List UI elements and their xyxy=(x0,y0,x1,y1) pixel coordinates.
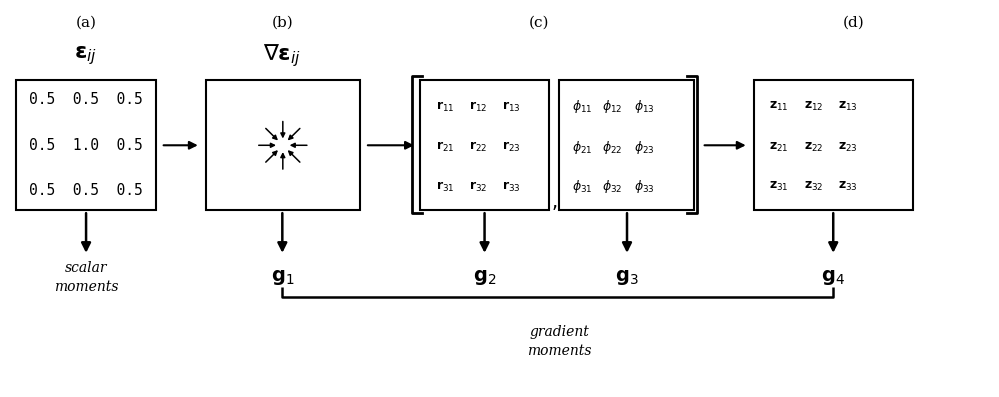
Text: $\mathbf{z}_{23}$: $\mathbf{z}_{23}$ xyxy=(838,141,858,154)
Text: (d): (d) xyxy=(842,16,864,30)
Text: $\mathbf{z}_{31}$: $\mathbf{z}_{31}$ xyxy=(768,180,788,193)
Text: $\mathbf{z}_{21}$: $\mathbf{z}_{21}$ xyxy=(768,141,788,154)
Text: $\mathbf{r}_{32}$: $\mathbf{r}_{32}$ xyxy=(470,179,488,194)
Text: $\phi_{12}$: $\phi_{12}$ xyxy=(601,98,622,116)
Text: $\mathbf{g}_1$: $\mathbf{g}_1$ xyxy=(271,268,294,287)
Text: scalar
moments: scalar moments xyxy=(54,261,118,293)
Text: $\mathbf{r}_{31}$: $\mathbf{r}_{31}$ xyxy=(437,179,455,194)
Text: (c): (c) xyxy=(529,16,549,30)
Text: $\mathbf{z}_{11}$: $\mathbf{z}_{11}$ xyxy=(768,100,788,114)
Bar xyxy=(16,80,156,210)
Text: $\nabla\boldsymbol{\varepsilon}_{ij}$: $\nabla\boldsymbol{\varepsilon}_{ij}$ xyxy=(264,42,302,69)
Text: $\phi_{13}$: $\phi_{13}$ xyxy=(633,98,654,116)
Text: 0.5  0.5  0.5: 0.5 0.5 0.5 xyxy=(29,93,143,108)
Text: $\mathbf{g}_3$: $\mathbf{g}_3$ xyxy=(615,268,639,287)
Text: $\mathbf{r}_{21}$: $\mathbf{r}_{21}$ xyxy=(437,140,455,154)
Text: (b): (b) xyxy=(272,16,293,30)
Text: $\mathbf{z}_{22}$: $\mathbf{z}_{22}$ xyxy=(803,141,823,154)
Bar xyxy=(753,80,913,210)
Bar xyxy=(206,80,360,210)
Bar xyxy=(420,80,549,210)
Text: $\phi_{22}$: $\phi_{22}$ xyxy=(601,139,622,156)
Bar xyxy=(559,80,693,210)
Text: 0.5  1.0  0.5: 0.5 1.0 0.5 xyxy=(29,138,143,153)
Text: $\mathbf{r}_{22}$: $\mathbf{r}_{22}$ xyxy=(470,140,488,154)
Text: $\mathbf{r}_{23}$: $\mathbf{r}_{23}$ xyxy=(502,140,520,154)
Text: ,: , xyxy=(551,193,557,212)
Text: $\phi_{11}$: $\phi_{11}$ xyxy=(571,98,592,116)
Text: $\phi_{33}$: $\phi_{33}$ xyxy=(633,178,654,195)
Text: $\phi_{23}$: $\phi_{23}$ xyxy=(633,139,654,156)
Text: $\mathbf{r}_{33}$: $\mathbf{r}_{33}$ xyxy=(502,179,520,194)
Text: $\mathbf{z}_{13}$: $\mathbf{z}_{13}$ xyxy=(838,100,858,114)
Text: $\mathbf{z}_{32}$: $\mathbf{z}_{32}$ xyxy=(803,180,823,193)
Text: (a): (a) xyxy=(76,16,97,30)
Text: $\mathbf{g}_4$: $\mathbf{g}_4$ xyxy=(821,268,845,287)
Text: $\mathbf{g}_2$: $\mathbf{g}_2$ xyxy=(473,268,497,287)
Text: $\mathbf{r}_{12}$: $\mathbf{r}_{12}$ xyxy=(470,100,488,114)
Text: $\mathbf{z}_{33}$: $\mathbf{z}_{33}$ xyxy=(838,180,858,193)
Text: $\boldsymbol{\varepsilon}_{ij}$: $\boldsymbol{\varepsilon}_{ij}$ xyxy=(75,44,98,67)
Text: gradient
moments: gradient moments xyxy=(527,325,591,358)
Text: $\phi_{21}$: $\phi_{21}$ xyxy=(571,139,592,156)
Text: $\mathbf{r}_{11}$: $\mathbf{r}_{11}$ xyxy=(437,100,455,114)
Text: 0.5  0.5  0.5: 0.5 0.5 0.5 xyxy=(29,183,143,198)
Text: $\mathbf{r}_{13}$: $\mathbf{r}_{13}$ xyxy=(502,100,520,114)
Text: $\phi_{32}$: $\phi_{32}$ xyxy=(601,178,622,195)
Text: $\phi_{31}$: $\phi_{31}$ xyxy=(571,178,592,195)
Text: $\mathbf{z}_{12}$: $\mathbf{z}_{12}$ xyxy=(803,100,823,114)
